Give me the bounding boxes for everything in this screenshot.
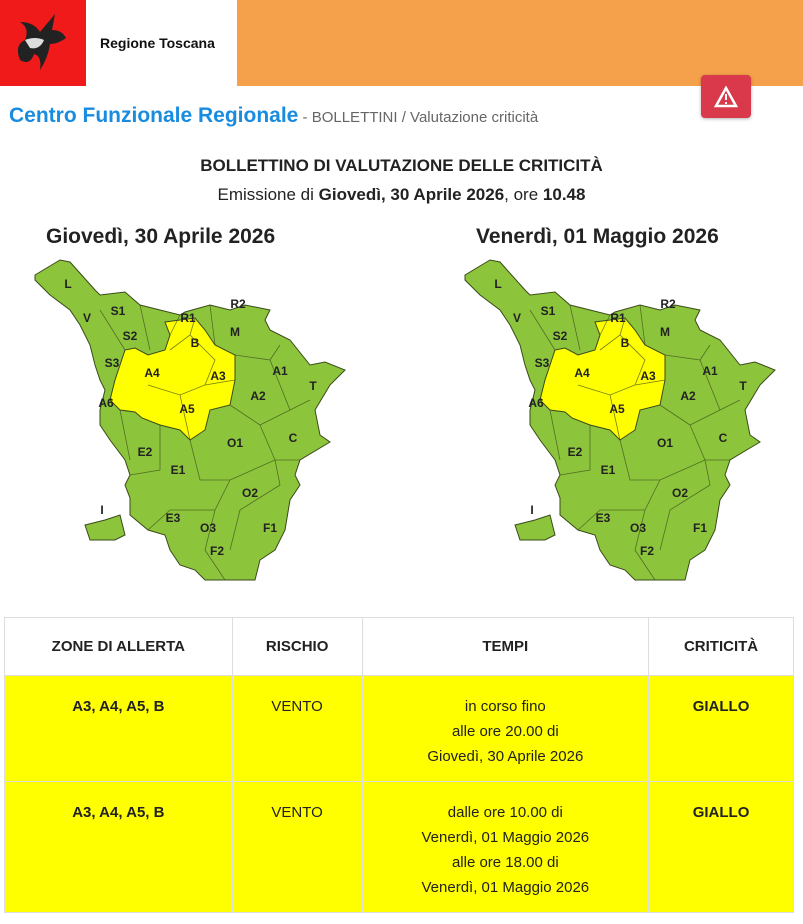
zone-label-s2: S2 [553, 329, 568, 343]
map-day-title: Venerdì, 01 Maggio 2026 [476, 225, 719, 248]
zone-label-o1: O1 [227, 436, 243, 450]
time-line: Venerdì, 01 Maggio 2026 [421, 879, 590, 896]
zone-label-a1: A1 [272, 364, 288, 378]
zone-label-i: I [530, 503, 533, 517]
zone-label-o2: O2 [242, 486, 258, 500]
zone-label-t: T [309, 379, 317, 393]
col-header-times: TEMPI [361, 617, 650, 676]
zone-label-a4: A4 [144, 366, 160, 380]
col-header-zones: ZONE DI ALLERTA [4, 617, 233, 676]
zone-label-o2: O2 [672, 486, 688, 500]
zone-label-a4: A4 [574, 366, 590, 380]
zone-label-o1: O1 [657, 436, 673, 450]
zone-label-v: V [83, 311, 91, 325]
zone-label-e3: E3 [596, 511, 611, 525]
time-line: Giovedì, 30 Aprile 2026 [427, 748, 584, 765]
zone-label-m: M [230, 325, 240, 339]
zone-label-e1: E1 [171, 463, 186, 477]
zone-label-s1: S1 [111, 304, 126, 318]
time-line: alle ore 18.00 di [451, 854, 559, 871]
zone-label-r2: R2 [230, 297, 246, 311]
zone-label-a2: A2 [680, 389, 696, 403]
zone-label-i: I [100, 503, 103, 517]
breadcrumb-home-link[interactable]: Centro Funzionale Regionale [9, 104, 299, 127]
zone-label-a6: A6 [528, 396, 544, 410]
zone-label-s1: S1 [541, 304, 556, 318]
brand-name[interactable]: Regione Toscana [86, 0, 237, 86]
zone-label-r1: R1 [610, 311, 626, 325]
zone-label-l: L [494, 277, 501, 291]
zone-label-c: C [289, 431, 298, 445]
map-day-title: Giovedì, 30 Aprile 2026 [46, 225, 276, 248]
zone-label-r1: R1 [180, 311, 196, 325]
elba-island-shape [514, 514, 556, 541]
zone-label-c: C [719, 431, 728, 445]
col-header-risk: RISCHIO [231, 617, 363, 676]
warning-triangle-icon [714, 85, 738, 107]
bulletin-title: BOLLETTINO DI VALUTAZIONE DELLE CRITICIT… [200, 156, 603, 175]
cell-zones: A3, A4, A5, B [4, 781, 233, 913]
time-line: dalle ore 10.00 di [447, 804, 563, 821]
cell-level: GIALLO [648, 675, 794, 782]
zone-label-b: B [621, 336, 630, 350]
zone-label-a2: A2 [250, 389, 266, 403]
zone-label-e1: E1 [601, 463, 616, 477]
breadcrumb: Centro Funzionale Regionale - BOLLETTINI… [9, 104, 538, 128]
zone-label-f1: F1 [693, 521, 707, 535]
zone-label-o3: O3 [630, 521, 646, 535]
zone-borders [529, 304, 741, 581]
zone-label-l: L [64, 277, 71, 291]
emission-date: Giovedì, 30 Aprile 2026 [318, 185, 505, 204]
cell-risk: VENTO [231, 675, 363, 782]
zone-label-e2: E2 [138, 445, 153, 459]
breadcrumb-separator: - [298, 109, 312, 126]
breadcrumb-path: BOLLETTINI / Valutazione criticità [311, 109, 539, 126]
zone-label-r2: R2 [660, 297, 676, 311]
zone-label-o3: O3 [200, 521, 216, 535]
emission-prefix: Emissione di [217, 185, 319, 204]
zone-label-m: M [660, 325, 670, 339]
cell-times: dalle ore 10.00 di Venerdì, 01 Maggio 202… [361, 781, 650, 913]
zone-label-s3: S3 [535, 356, 550, 370]
cell-times: in corso fino alle ore 20.00 di Giovedì, 3… [361, 675, 650, 782]
cell-level: GIALLO [648, 781, 794, 913]
zone-label-t: T [739, 379, 747, 393]
zone-label-a5: A5 [609, 402, 625, 416]
elba-island-shape [84, 514, 126, 541]
zone-label-a1: A1 [702, 364, 718, 378]
table-row: A3, A4, A5, B VENTO in corso fino alle or… [4, 675, 794, 782]
zone-label-f2: F2 [210, 544, 224, 558]
bulletin-emission: Emissione di Giovedì, 30 Aprile 2026, or… [0, 185, 803, 205]
zone-borders [99, 304, 311, 581]
zone-label-e2: E2 [568, 445, 583, 459]
zone-label-v: V [513, 311, 521, 325]
col-header-level: CRITICITÀ [648, 617, 794, 676]
time-line: Venerdì, 01 Maggio 2026 [421, 829, 590, 846]
zone-label-s3: S3 [105, 356, 120, 370]
emission-mid: , ore [504, 185, 543, 204]
time-line: in corso fino [464, 698, 546, 715]
zone-label-a3: A3 [640, 369, 656, 383]
pegasus-icon [17, 14, 66, 70]
zone-label-a3: A3 [210, 369, 226, 383]
pegasus-logo[interactable] [0, 0, 86, 86]
zone-label-a5: A5 [179, 402, 195, 416]
zone-label-a6: A6 [98, 396, 114, 410]
cell-zones: A3, A4, A5, B [4, 675, 233, 782]
table-header-row: ZONE DI ALLERTA RISCHIO TEMPI CRITICITÀ [4, 617, 794, 676]
zone-label-s2: S2 [123, 329, 138, 343]
zone-label-e3: E3 [166, 511, 181, 525]
time-line: alle ore 20.00 di [451, 723, 559, 740]
alert-table: ZONE DI ALLERTA RISCHIO TEMPI CRITICITÀ … [4, 617, 794, 913]
cell-risk: VENTO [231, 781, 363, 913]
alert-button[interactable] [701, 75, 751, 118]
zone-label-f1: F1 [263, 521, 277, 535]
emission-time: 10.48 [542, 185, 586, 204]
table-row: A3, A4, A5, B VENTO dalle ore 10.00 di Ve… [4, 781, 794, 913]
zone-label-f2: F2 [640, 544, 654, 558]
zone-label-b: B [191, 336, 200, 350]
